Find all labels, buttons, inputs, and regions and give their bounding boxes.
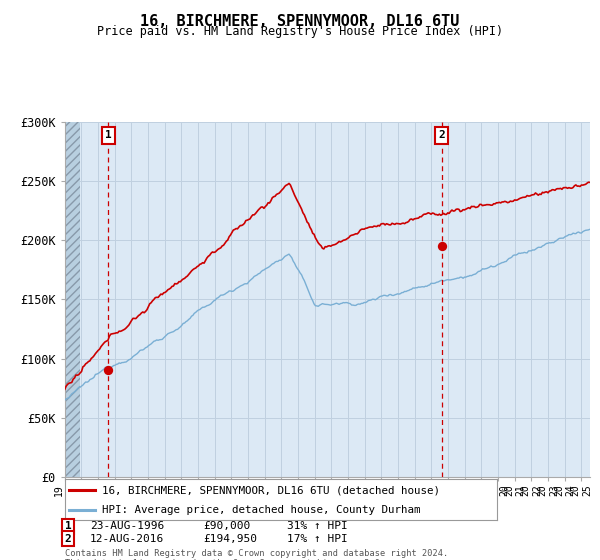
Point xyxy=(437,241,446,250)
Text: 17% ↑ HPI: 17% ↑ HPI xyxy=(287,534,347,544)
Text: HPI: Average price, detached house, County Durham: HPI: Average price, detached house, Coun… xyxy=(101,505,420,515)
Text: £194,950: £194,950 xyxy=(203,534,257,544)
Point xyxy=(104,366,113,375)
Text: £90,000: £90,000 xyxy=(203,521,250,531)
Text: Contains HM Land Registry data © Crown copyright and database right 2024.
This d: Contains HM Land Registry data © Crown c… xyxy=(65,549,448,560)
Text: 2: 2 xyxy=(65,534,71,544)
Text: 16, BIRCHMERE, SPENNYMOOR, DL16 6TU: 16, BIRCHMERE, SPENNYMOOR, DL16 6TU xyxy=(140,14,460,29)
Text: 1: 1 xyxy=(105,130,112,141)
Text: 23-AUG-1996: 23-AUG-1996 xyxy=(90,521,164,531)
Text: 16, BIRCHMERE, SPENNYMOOR, DL16 6TU (detached house): 16, BIRCHMERE, SPENNYMOOR, DL16 6TU (det… xyxy=(101,486,440,495)
Text: 2: 2 xyxy=(439,130,445,141)
Text: 12-AUG-2016: 12-AUG-2016 xyxy=(90,534,164,544)
Text: 1: 1 xyxy=(65,521,71,531)
Bar xyxy=(65,122,80,477)
Text: 31% ↑ HPI: 31% ↑ HPI xyxy=(287,521,347,531)
Text: Price paid vs. HM Land Registry's House Price Index (HPI): Price paid vs. HM Land Registry's House … xyxy=(97,25,503,38)
